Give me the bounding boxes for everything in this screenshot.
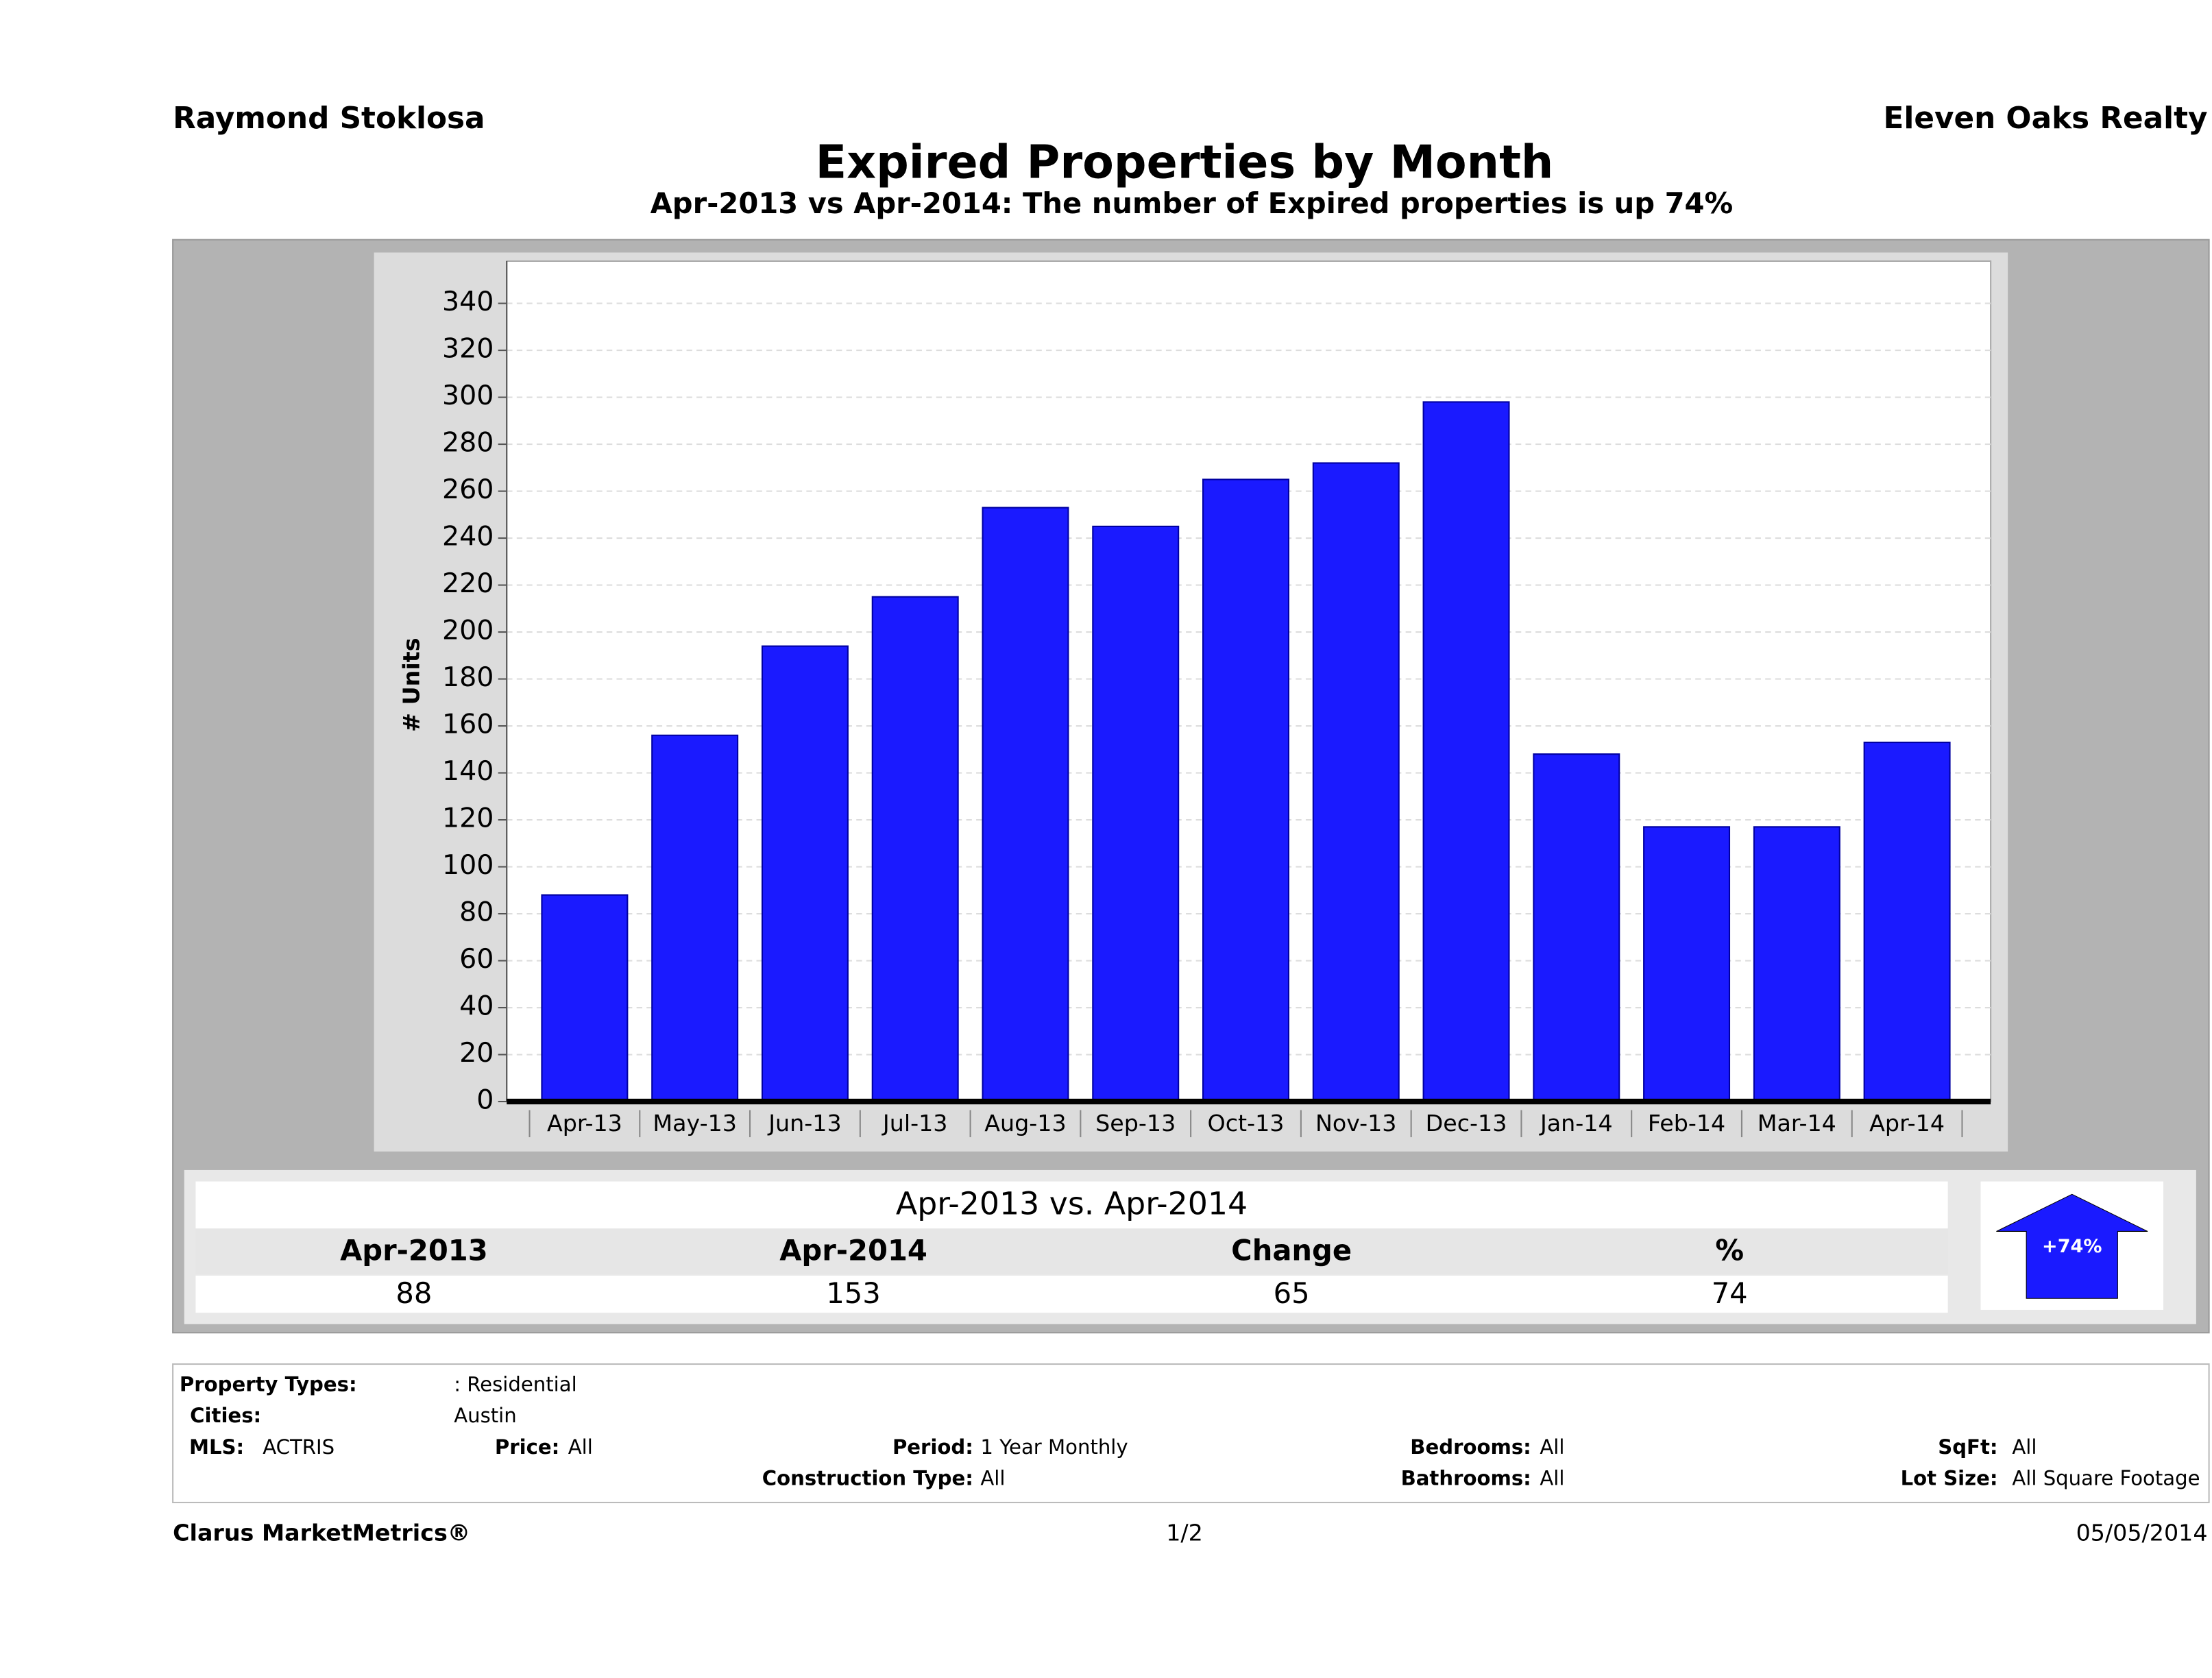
bar [1312, 462, 1400, 1103]
filter-value: 1 Year Monthly [980, 1435, 1128, 1459]
filter-label: Bedrooms: [1410, 1435, 1531, 1459]
footer-date: 05/05/2014 [2076, 1519, 2208, 1546]
summary-value: 74 [1712, 1276, 1748, 1310]
filter-value: All [2012, 1435, 2037, 1459]
summary-header: % [1715, 1234, 1744, 1267]
bar [1643, 826, 1731, 1103]
x-tick-label: Sep-13 [1095, 1110, 1176, 1136]
badge-label: +74% [2042, 1236, 2102, 1257]
y-tick-label: 0 [476, 1084, 494, 1116]
y-tick-label: 260 [442, 474, 494, 505]
y-tick-label: 40 [459, 990, 494, 1022]
bar [982, 507, 1069, 1103]
footer-brand: Clarus MarketMetrics® [173, 1519, 470, 1546]
agent-name: Raymond Stoklosa [173, 101, 485, 136]
x-tick-label: Dec-13 [1426, 1110, 1507, 1136]
filter-label: Cities: [190, 1404, 261, 1427]
filter-value: : Residential [454, 1372, 577, 1396]
filter-value: All [1540, 1467, 1564, 1490]
bar [1533, 753, 1620, 1103]
x-tick-label: May-13 [653, 1110, 737, 1136]
y-tick-label: 100 [442, 849, 494, 881]
summary-header-row [195, 1228, 1948, 1274]
bar [1202, 478, 1289, 1103]
y-tick-label: 220 [442, 568, 494, 599]
bar [1753, 826, 1840, 1103]
y-tick-label: 200 [442, 615, 494, 646]
y-axis-label: # Units [398, 637, 424, 731]
bar [1422, 401, 1510, 1103]
company-name: Eleven Oaks Realty [1884, 101, 2208, 136]
x-tick-label: Aug-13 [984, 1110, 1066, 1136]
y-tick-label: 300 [442, 380, 494, 411]
x-tick-label: Jun-13 [767, 1110, 841, 1136]
filter-label: Property Types: [180, 1372, 357, 1396]
x-tick-label: Nov-13 [1315, 1110, 1396, 1136]
summary-header: Apr-2013 [340, 1234, 488, 1267]
x-tick-label: Jul-13 [882, 1110, 948, 1136]
y-tick-label: 180 [442, 661, 494, 693]
summary-value: 88 [396, 1276, 432, 1310]
summary-header: Apr-2014 [779, 1234, 927, 1267]
y-tick-label: 340 [442, 286, 494, 317]
filter-value: All [568, 1435, 593, 1459]
y-tick-label: 60 [459, 943, 494, 975]
summary-title: Apr-2013 vs. Apr-2014 [896, 1184, 1248, 1221]
y-tick-label: 160 [442, 709, 494, 740]
filter-label: Construction Type: [762, 1467, 973, 1490]
y-tick-label: 280 [442, 427, 494, 459]
filter-label: Bathrooms: [1401, 1467, 1531, 1490]
bar [1863, 741, 1951, 1103]
summary-header: Change [1231, 1234, 1352, 1267]
x-tick-label: Apr-13 [547, 1110, 622, 1136]
filter-value: ACTRIS [263, 1435, 335, 1459]
y-tick-label: 320 [442, 333, 494, 365]
x-tick-label: Feb-14 [1648, 1110, 1725, 1136]
filter-label: Lot Size: [1901, 1467, 1998, 1490]
filter-box [172, 1363, 2210, 1503]
x-tick-label: Jan-14 [1539, 1110, 1613, 1136]
bar [761, 645, 849, 1103]
footer-page: 1/2 [1166, 1519, 1203, 1546]
x-tick-label: Oct-13 [1208, 1110, 1285, 1136]
filter-label: SqFt: [1938, 1435, 1997, 1459]
bar [871, 596, 959, 1103]
filter-value: All Square Footage [2012, 1467, 2200, 1490]
y-tick-label: 80 [459, 897, 494, 928]
summary-title-row [195, 1181, 1948, 1229]
bar [541, 894, 629, 1103]
summary-value-row [195, 1275, 1948, 1313]
chart-subtitle: Apr-2013 vs Apr-2014: The number of Expi… [651, 186, 1734, 220]
filter-label: Period: [892, 1435, 973, 1459]
filter-value: All [1540, 1435, 1564, 1459]
filter-value: Austin [454, 1404, 517, 1427]
summary-value: 65 [1274, 1276, 1310, 1310]
y-tick-label: 20 [459, 1037, 494, 1069]
y-tick-label: 240 [442, 521, 494, 552]
y-tick-label: 140 [442, 755, 494, 787]
chart-title: Expired Properties by Month [816, 136, 1554, 189]
x-tick-label: Mar-14 [1758, 1110, 1836, 1136]
x-tick-label: Apr-14 [1869, 1110, 1945, 1136]
up-arrow [1996, 1193, 2148, 1299]
bar [651, 734, 739, 1103]
filter-label: MLS: [189, 1435, 244, 1459]
summary-value: 153 [826, 1276, 880, 1310]
y-tick-label: 120 [442, 803, 494, 834]
filter-value: All [980, 1467, 1005, 1490]
bar [1092, 525, 1180, 1103]
filter-label: Price: [495, 1435, 559, 1459]
